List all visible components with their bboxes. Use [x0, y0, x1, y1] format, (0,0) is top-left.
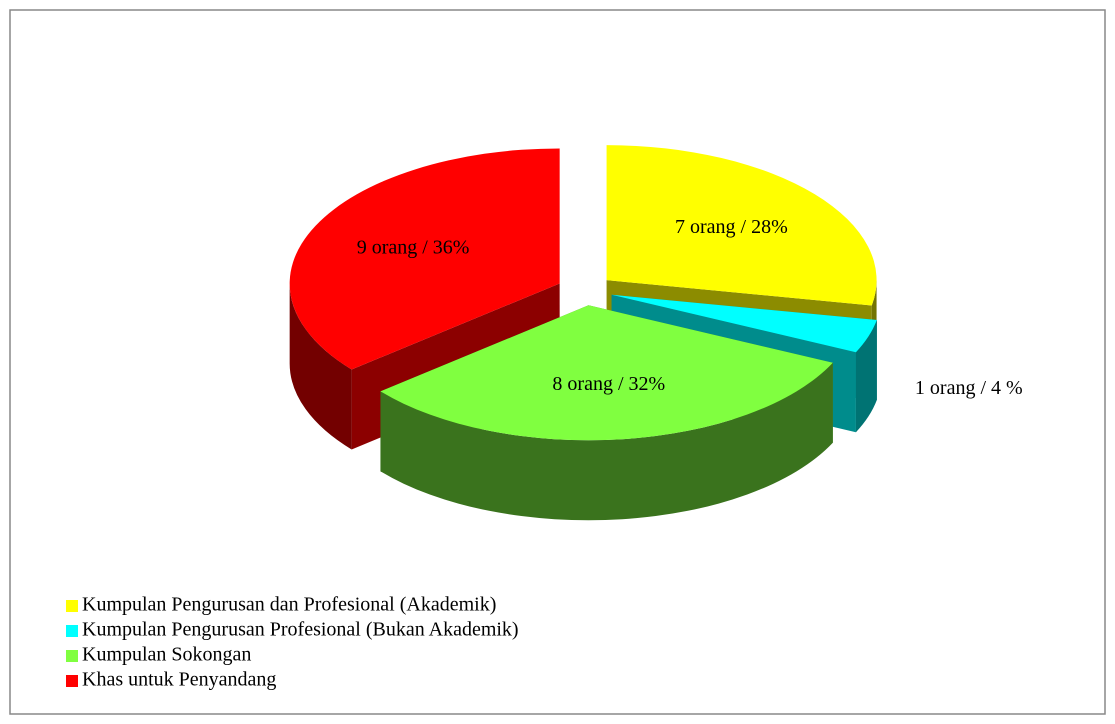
legend-swatch: [66, 675, 78, 687]
legend-swatch: [66, 650, 78, 662]
legend-label: Khas untuk Penyandang: [82, 669, 276, 691]
data-label: 8 orang / 32%: [552, 373, 665, 395]
slice-top: [606, 145, 877, 306]
slice-outer-wall: [380, 362, 833, 521]
data-label: 9 orang / 36%: [357, 237, 470, 259]
pie-slice: [380, 305, 833, 521]
legend-label: Kumpulan Pengurusan Profesional (Bukan A…: [82, 619, 519, 641]
slice-outer-wall: [855, 320, 877, 433]
legend-label: Kumpulan Sokongan: [82, 644, 251, 666]
legend-swatch: [66, 600, 78, 612]
slice-top: [380, 305, 833, 441]
legend-swatch: [66, 625, 78, 637]
slice-top: [289, 148, 560, 370]
legend-label: Kumpulan Pengurusan dan Profesional (Aka…: [82, 594, 496, 616]
data-label: 1 orang / 4 %: [915, 377, 1023, 399]
slice-top: [611, 294, 877, 353]
slice-outer-wall: [289, 283, 352, 450]
data-label: 7 orang / 28%: [675, 216, 788, 238]
